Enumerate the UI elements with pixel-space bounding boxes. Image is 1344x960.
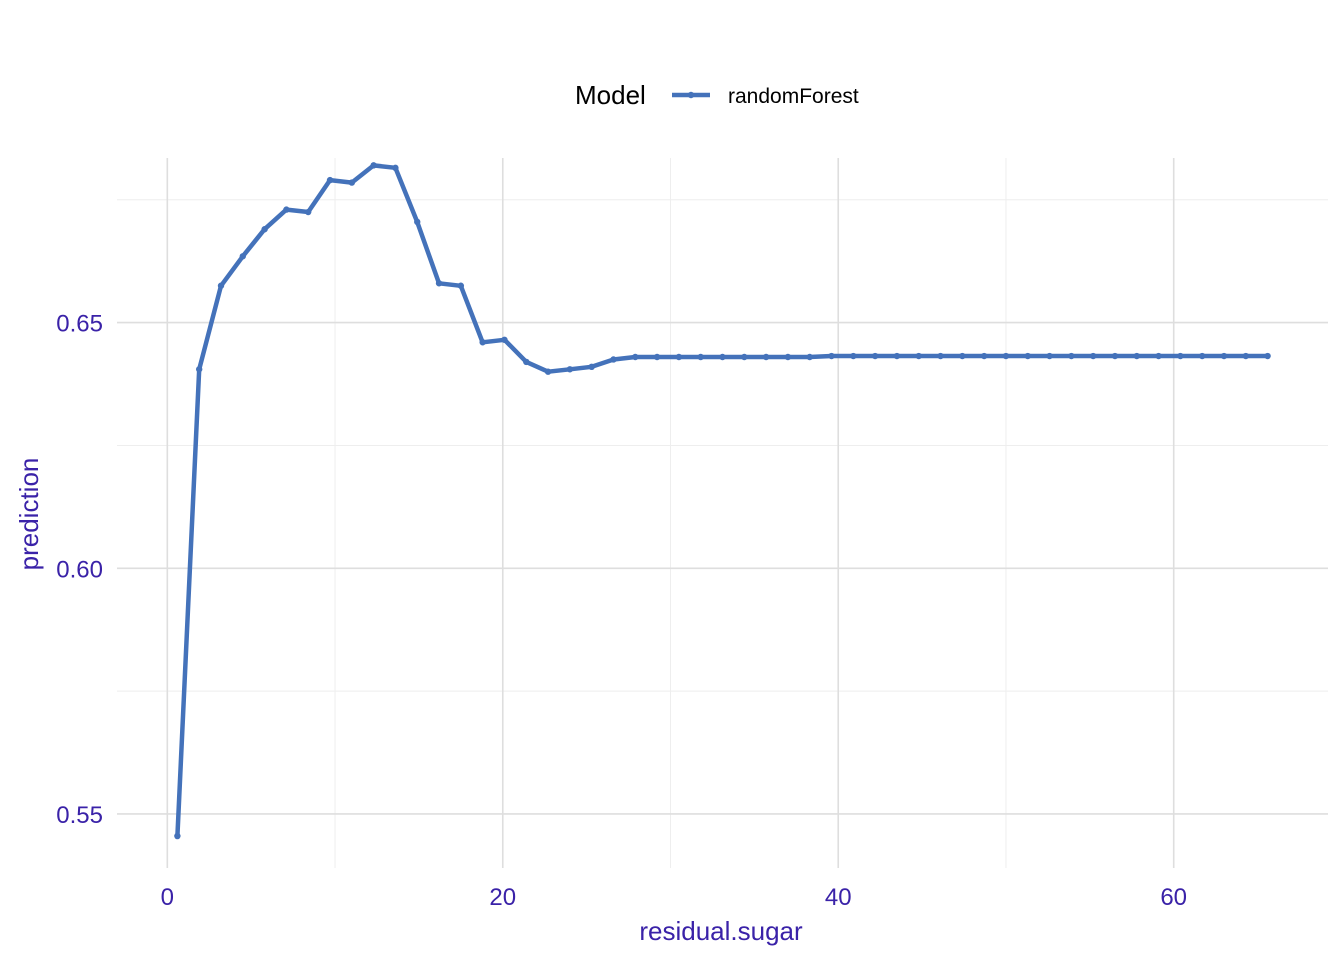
data-point bbox=[1242, 352, 1250, 360]
data-point bbox=[871, 352, 879, 360]
data-point bbox=[632, 353, 639, 361]
data-point bbox=[850, 352, 857, 360]
series-line-randomForest bbox=[175, 163, 1270, 839]
data-point bbox=[435, 280, 443, 287]
data-point bbox=[1089, 352, 1097, 360]
data-point bbox=[414, 218, 421, 226]
data-point bbox=[915, 352, 922, 360]
tick-labels: 0 20 40 60 0.55 0.60 0.65 bbox=[56, 311, 1187, 911]
data-point bbox=[261, 226, 268, 233]
data-point bbox=[566, 366, 574, 373]
major-gridlines bbox=[117, 158, 1328, 868]
data-point bbox=[239, 253, 246, 260]
data-point bbox=[1155, 352, 1162, 360]
data-point bbox=[195, 366, 203, 373]
data-point bbox=[1002, 352, 1010, 360]
data-point bbox=[217, 282, 225, 289]
x-axis-title: residual.sugar bbox=[639, 916, 803, 946]
data-point bbox=[980, 352, 988, 360]
data-point bbox=[348, 179, 356, 186]
y-axis-title: prediction bbox=[14, 458, 44, 571]
data-point bbox=[457, 282, 465, 289]
minor-gridlines bbox=[117, 158, 1328, 868]
data-point bbox=[653, 353, 661, 361]
data-point bbox=[174, 832, 181, 840]
data-point bbox=[697, 353, 704, 361]
data-point bbox=[1111, 352, 1119, 360]
legend-swatch-point bbox=[687, 91, 695, 99]
data-point bbox=[370, 162, 377, 169]
data-point bbox=[719, 353, 726, 361]
data-point bbox=[806, 353, 813, 361]
x-tick-label: 60 bbox=[1160, 884, 1187, 911]
data-point bbox=[959, 352, 966, 360]
y-tick-label: 0.60 bbox=[56, 556, 103, 583]
legend-label-randomForest: randomForest bbox=[728, 85, 859, 108]
data-point bbox=[741, 353, 748, 361]
x-tick-label: 40 bbox=[825, 884, 852, 911]
data-point bbox=[784, 353, 792, 361]
data-point bbox=[305, 208, 312, 216]
data-point bbox=[392, 164, 399, 172]
x-tick-label: 0 bbox=[161, 884, 174, 911]
data-point bbox=[523, 358, 530, 366]
data-point bbox=[588, 363, 595, 371]
data-point bbox=[675, 353, 683, 361]
data-point bbox=[283, 206, 290, 213]
data-point bbox=[937, 352, 944, 360]
data-point bbox=[1024, 352, 1031, 360]
data-point bbox=[893, 352, 901, 360]
data-point bbox=[1177, 352, 1184, 360]
data-point bbox=[610, 356, 617, 363]
data-point bbox=[544, 368, 552, 375]
x-tick-label: 20 bbox=[489, 884, 516, 911]
legend: Model randomForest bbox=[575, 80, 859, 110]
data-point bbox=[1068, 352, 1075, 360]
data-point bbox=[479, 339, 486, 346]
data-point bbox=[762, 353, 770, 361]
data-point bbox=[1220, 352, 1228, 360]
data-point bbox=[1133, 352, 1140, 360]
data-point bbox=[1199, 352, 1206, 360]
data-point bbox=[326, 176, 334, 184]
data-point bbox=[1264, 352, 1271, 360]
y-tick-label: 0.55 bbox=[56, 802, 103, 829]
data-point bbox=[1046, 352, 1053, 360]
data-point bbox=[828, 352, 835, 360]
y-tick-label: 0.65 bbox=[56, 311, 103, 338]
series-layer bbox=[174, 162, 1271, 840]
legend-title: Model bbox=[575, 80, 646, 110]
data-point bbox=[501, 336, 508, 343]
